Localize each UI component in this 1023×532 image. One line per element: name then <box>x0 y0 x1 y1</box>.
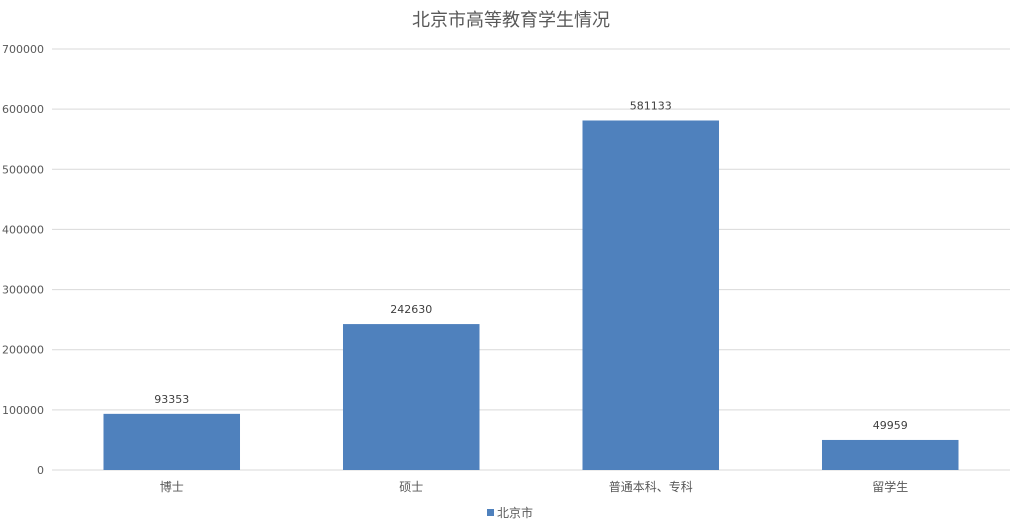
legend: 北京市 <box>487 505 533 520</box>
data-label: 93353 <box>154 393 189 406</box>
y-tick-label: 300000 <box>2 284 44 297</box>
data-label: 242630 <box>390 303 432 316</box>
legend-swatch <box>487 509 494 516</box>
y-tick-label: 700000 <box>2 43 44 56</box>
y-tick-label: 400000 <box>2 223 44 236</box>
y-tick-label: 100000 <box>2 404 44 417</box>
data-label: 49959 <box>873 419 908 432</box>
bar <box>582 120 720 470</box>
data-label: 581133 <box>630 99 672 112</box>
y-tick-label: 500000 <box>2 163 44 176</box>
x-tick-label: 普通本科、专科 <box>609 479 693 494</box>
bar <box>103 413 241 470</box>
x-tick-label: 留学生 <box>872 479 908 494</box>
bar <box>342 324 480 470</box>
y-tick-label: 600000 <box>2 103 44 116</box>
x-tick-label: 博士 <box>160 479 184 494</box>
chart-title: 北京市高等教育学生情况 <box>412 10 610 31</box>
bar <box>821 439 959 470</box>
y-tick-label: 0 <box>37 464 44 477</box>
y-tick-label: 200000 <box>2 344 44 357</box>
legend-label: 北京市 <box>497 505 533 520</box>
x-tick-label: 硕士 <box>399 480 423 494</box>
